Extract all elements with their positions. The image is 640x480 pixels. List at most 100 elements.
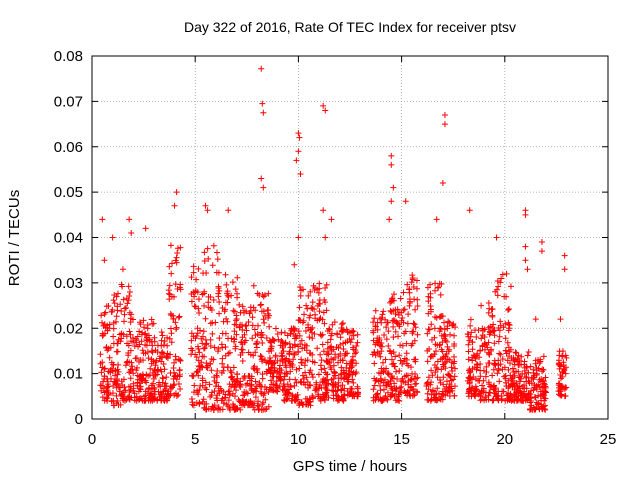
data-point bbox=[177, 385, 184, 392]
data-point bbox=[472, 355, 479, 362]
data-point bbox=[277, 342, 284, 349]
data-point bbox=[306, 334, 313, 341]
data-point bbox=[561, 367, 568, 374]
data-point bbox=[440, 361, 447, 368]
data-point bbox=[249, 314, 256, 321]
data-point bbox=[99, 394, 106, 401]
data-point bbox=[494, 395, 501, 402]
data-point bbox=[432, 280, 439, 287]
data-point bbox=[150, 320, 157, 327]
data-point bbox=[218, 369, 225, 376]
data-point bbox=[143, 342, 150, 349]
data-point bbox=[341, 369, 348, 376]
data-point bbox=[339, 320, 346, 327]
data-point bbox=[297, 170, 304, 177]
data-point bbox=[229, 390, 236, 397]
data-point bbox=[203, 341, 210, 348]
data-point bbox=[140, 317, 147, 324]
data-point bbox=[228, 383, 235, 390]
data-point bbox=[327, 364, 334, 371]
data-point bbox=[518, 353, 525, 360]
data-point bbox=[104, 384, 111, 391]
data-point bbox=[373, 339, 380, 346]
data-point bbox=[473, 366, 480, 373]
data-point bbox=[130, 385, 137, 392]
data-point bbox=[558, 391, 565, 398]
data-point bbox=[291, 325, 298, 332]
data-point bbox=[410, 320, 417, 327]
data-point bbox=[503, 379, 510, 386]
data-point bbox=[444, 323, 451, 330]
data-point bbox=[469, 346, 476, 353]
data-point bbox=[448, 385, 455, 392]
data-point bbox=[201, 345, 208, 351]
data-point bbox=[345, 372, 352, 379]
data-point bbox=[433, 364, 440, 371]
data-point bbox=[240, 309, 247, 316]
data-point bbox=[398, 309, 405, 316]
data-point bbox=[142, 330, 149, 337]
data-point bbox=[339, 357, 346, 364]
data-point bbox=[440, 333, 447, 340]
data-point bbox=[371, 360, 378, 367]
data-point bbox=[312, 311, 319, 318]
data-point bbox=[239, 303, 246, 310]
data-point bbox=[217, 385, 224, 392]
data-point bbox=[495, 325, 502, 332]
data-point bbox=[403, 350, 410, 357]
data-point bbox=[483, 369, 490, 376]
data-point bbox=[324, 339, 331, 346]
data-point bbox=[293, 379, 300, 386]
data-point bbox=[297, 341, 304, 348]
data-point bbox=[387, 393, 394, 400]
data-point bbox=[408, 364, 415, 371]
data-point bbox=[531, 394, 538, 401]
data-point bbox=[262, 396, 269, 403]
data-point bbox=[134, 333, 141, 340]
data-point bbox=[317, 381, 324, 388]
data-point bbox=[451, 373, 458, 380]
data-point bbox=[172, 372, 179, 379]
data-point bbox=[231, 328, 238, 335]
data-point bbox=[298, 379, 305, 386]
data-point bbox=[162, 380, 169, 387]
data-point bbox=[501, 364, 508, 371]
data-point bbox=[209, 262, 216, 269]
data-point bbox=[115, 361, 122, 368]
data-point bbox=[309, 324, 316, 331]
data-point bbox=[172, 356, 179, 363]
data-point bbox=[229, 279, 236, 286]
data-point bbox=[172, 319, 179, 326]
data-point bbox=[151, 386, 158, 393]
data-point bbox=[177, 357, 184, 364]
data-point bbox=[205, 255, 212, 262]
data-point bbox=[113, 400, 120, 407]
data-point bbox=[322, 234, 329, 241]
data-point bbox=[268, 345, 275, 352]
data-point bbox=[258, 175, 265, 182]
data-point bbox=[500, 388, 507, 395]
data-point bbox=[428, 321, 435, 328]
data-point bbox=[210, 242, 217, 249]
data-point bbox=[202, 315, 209, 322]
data-point bbox=[307, 402, 314, 409]
data-point bbox=[390, 360, 397, 367]
data-point bbox=[266, 323, 273, 330]
data-point bbox=[242, 323, 249, 330]
data-point bbox=[478, 302, 485, 309]
data-point bbox=[518, 361, 525, 368]
data-point bbox=[409, 385, 416, 392]
data-point bbox=[411, 337, 418, 344]
data-point bbox=[108, 375, 115, 382]
data-point bbox=[203, 340, 210, 347]
data-point bbox=[257, 353, 264, 360]
data-point bbox=[301, 311, 308, 318]
data-point bbox=[148, 347, 155, 354]
data-point bbox=[519, 384, 526, 391]
data-point bbox=[440, 374, 447, 381]
data-point bbox=[137, 386, 144, 393]
data-point bbox=[127, 319, 134, 326]
data-point bbox=[137, 395, 144, 402]
data-point bbox=[304, 398, 311, 405]
data-point bbox=[390, 307, 397, 314]
